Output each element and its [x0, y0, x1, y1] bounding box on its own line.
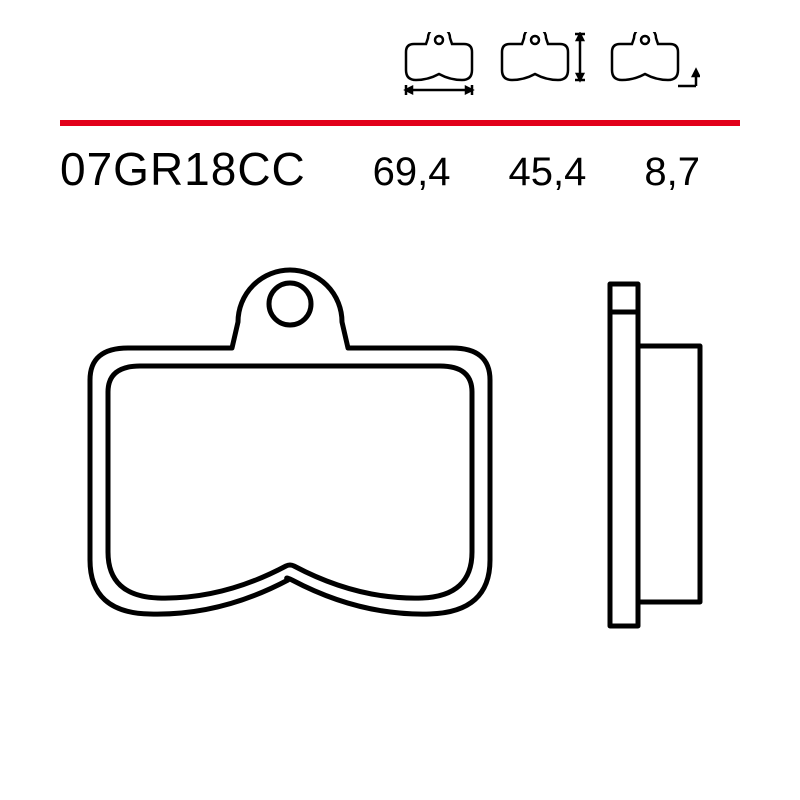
height-icon	[498, 32, 590, 98]
dim-thickness: 8,7	[644, 150, 700, 195]
accent-divider	[60, 120, 740, 126]
dim-width: 69,4	[373, 150, 451, 195]
spec-row: 07GR18CC 69,4 45,4 8,7	[60, 142, 740, 196]
dim-height: 45,4	[509, 150, 587, 195]
width-icon	[398, 32, 480, 98]
dimensions-values: 69,4 45,4 8,7	[306, 150, 740, 195]
part-number: 07GR18CC	[60, 142, 306, 196]
thickness-icon	[608, 32, 700, 98]
brake-pad-diagram	[70, 260, 730, 680]
product-spec-card: 07GR18CC 69,4 45,4 8,7	[0, 0, 800, 800]
dimension-icons-row	[398, 32, 700, 98]
front-view	[90, 270, 490, 614]
side-view	[610, 284, 700, 626]
